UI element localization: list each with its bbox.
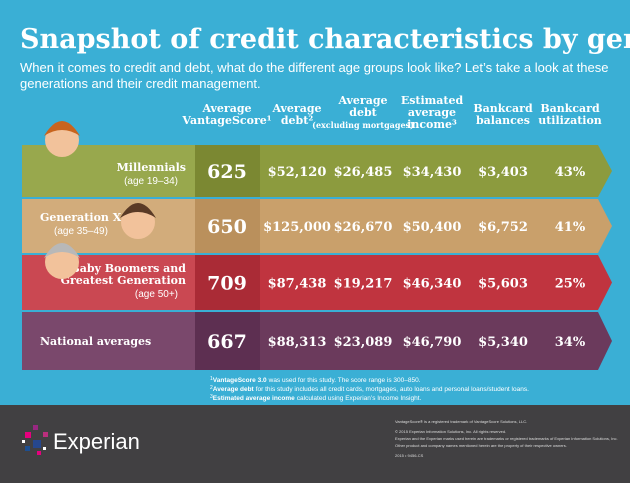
row-label-panel: [22, 199, 195, 253]
column-header: Average: [201, 102, 251, 115]
cell-value: $6,752: [478, 220, 528, 235]
column-header: (excluding mortgages): [312, 120, 414, 130]
row-label-panel: [22, 145, 195, 197]
column-header: income³: [407, 118, 457, 131]
score-panel: [195, 145, 260, 197]
portrait-hair: [120, 203, 156, 218]
score: 667: [207, 331, 247, 353]
portrait-face: [45, 245, 79, 279]
legal-text: Experian and the Experian marks used her…: [395, 436, 618, 441]
portrait-hair: [44, 121, 80, 136]
subtitle: generations and their credit management.: [20, 76, 261, 91]
cell-value: $26,485: [334, 165, 393, 180]
row-sublabel: (age 50+): [135, 289, 178, 300]
cell-value: $125,000: [263, 220, 331, 235]
cell-value: 25%: [555, 277, 586, 292]
cell-value: $26,670: [334, 220, 393, 235]
column-header: debt²: [281, 114, 313, 127]
cell-value: $34,430: [403, 165, 462, 180]
cell-value: $5,340: [478, 335, 528, 350]
column-header: balances: [476, 114, 530, 127]
column-header: Bankcard: [473, 102, 533, 115]
column-header: VantageScore¹: [181, 114, 271, 127]
row-label: National averages: [40, 335, 151, 348]
cell-value: 41%: [555, 220, 586, 235]
row-sublabel: (age 35–49): [54, 226, 108, 237]
legal-text: Other product and company names mentione…: [395, 443, 567, 448]
column-header: Estimated: [401, 94, 464, 107]
title: Snapshot of credit characteristics by ge…: [20, 24, 630, 55]
footnote-mark: 3: [210, 394, 213, 400]
score-panel: [195, 199, 260, 253]
portrait-face: [121, 205, 155, 239]
cell-value: 34%: [555, 335, 586, 350]
row-sublabel: (age 19–34): [124, 176, 178, 187]
subtitle: When it comes to credit and debt, what d…: [20, 60, 609, 75]
column-header: Average: [337, 94, 387, 107]
footnote-text: calculated using Experian’s Income Insig…: [297, 395, 422, 402]
column-header: debt: [349, 106, 377, 119]
footer-band: [0, 405, 630, 483]
score-panel: [195, 312, 260, 370]
column-header: utilization: [538, 114, 602, 127]
portrait-hair: [44, 243, 80, 258]
footnote: 3Estimated average income calculated usin…: [210, 394, 422, 402]
cell-value: $52,120: [268, 165, 327, 180]
cell-value: $46,790: [403, 335, 462, 350]
logo-mark: [22, 425, 48, 455]
footnote-term: Average debt: [213, 386, 255, 393]
cell-value: $3,403: [478, 165, 528, 180]
footnote-term: Estimated average income: [213, 395, 295, 402]
row-label: Generation X: [40, 211, 122, 224]
score-panel: [195, 255, 260, 310]
footnote-mark: 2: [210, 385, 213, 391]
column-header: Bankcard: [540, 102, 600, 115]
score: 625: [207, 161, 247, 183]
legal-text: VantageScore® is a registered trademark …: [395, 419, 527, 424]
cell-value: $46,340: [403, 277, 462, 292]
footnote: 1VantageScore 3.0 was used for this study…: [210, 376, 421, 384]
footnote-text: for this study includes all credit cards…: [256, 386, 529, 393]
footnote: 2Average debt for this study includes all…: [210, 385, 529, 393]
row-label-panel: [22, 312, 195, 370]
cell-value: $23,089: [334, 335, 393, 350]
logo-text: Experian: [53, 429, 140, 454]
legal-text: 2015 • 9456-CS: [395, 453, 424, 458]
cell-value: $5,603: [478, 277, 528, 292]
column-header: average: [408, 106, 456, 119]
cell-value: 43%: [555, 165, 586, 180]
footnote-term: VantageScore 3.0: [213, 377, 267, 384]
cell-value: $50,400: [403, 220, 462, 235]
row-label: Greatest Generation: [61, 274, 186, 287]
cell-value: $88,313: [268, 335, 327, 350]
cell-value: $87,438: [268, 277, 327, 292]
footnote-mark: 1: [210, 376, 213, 382]
score: 709: [207, 273, 247, 295]
column-header: Average: [271, 102, 321, 115]
score: 650: [207, 216, 247, 238]
row-label: Baby Boomers and: [70, 262, 186, 275]
cell-value: $19,217: [334, 277, 393, 292]
legal-text: © 2015 Experian Information Solutions, I…: [395, 429, 506, 434]
footnote-text: was used for this study. The score range…: [268, 377, 421, 384]
portrait-face: [45, 123, 79, 157]
row-label: Millennials: [117, 161, 186, 174]
